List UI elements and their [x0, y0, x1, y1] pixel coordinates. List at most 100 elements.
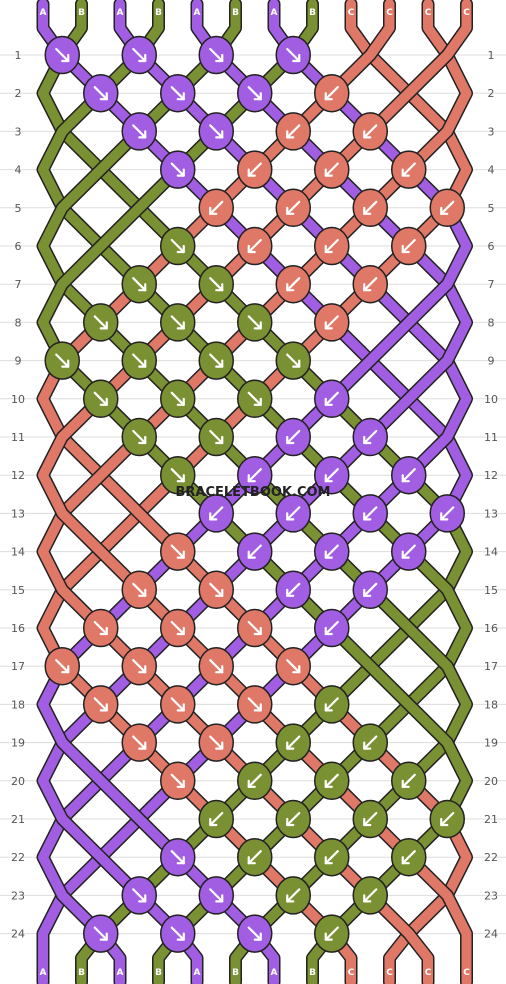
knot-arrow-icon [170, 162, 185, 177]
knot [198, 723, 234, 762]
row-label-left: 6 [15, 240, 22, 253]
knot-arrow-icon [286, 506, 301, 521]
knot-arrow-icon [324, 620, 339, 636]
row-label-left: 13 [11, 507, 25, 520]
knot [198, 264, 234, 304]
knot-arrow-icon [132, 582, 147, 597]
knot-arrow-icon [209, 47, 224, 63]
row-label-right: 13 [484, 507, 498, 520]
row-label-right: 8 [488, 316, 495, 329]
knot-arrow-icon [247, 697, 262, 712]
row-label-right: 23 [484, 889, 498, 902]
knot [275, 570, 311, 610]
knot [160, 685, 196, 724]
knot [83, 914, 119, 953]
row-label-left: 15 [11, 584, 25, 597]
knot [121, 341, 157, 380]
knot-arrow-icon [324, 162, 339, 177]
strand-2 [38, 0, 472, 984]
row-label-right: 7 [488, 278, 495, 291]
knot [160, 608, 196, 648]
knot-arrow-icon [55, 353, 70, 368]
knot [237, 837, 273, 877]
row-label-left: 19 [11, 737, 25, 750]
row-label-left: 2 [15, 87, 22, 100]
knot [121, 35, 157, 75]
knot-arrow-icon [170, 773, 185, 788]
top-strand-label: B [232, 8, 239, 18]
knot-arrow-icon [401, 850, 416, 865]
knot [160, 73, 196, 113]
knot-arrow-icon [324, 315, 339, 330]
bottom-strand-label: B [155, 968, 162, 978]
knot [198, 799, 234, 839]
row-label-right: 5 [488, 202, 495, 215]
knot [391, 150, 427, 189]
knot-arrow-icon [170, 926, 185, 941]
knot [198, 494, 234, 533]
knot [275, 341, 311, 380]
knot-arrow-icon [363, 582, 378, 597]
bottom-strand-label: C [463, 968, 470, 978]
knot [44, 646, 80, 686]
strand-8 [38, 0, 472, 984]
strand-4 [38, 0, 472, 984]
knot-arrow-icon [440, 811, 455, 827]
knot [275, 112, 311, 151]
knot-arrow-icon [93, 697, 108, 712]
knot-arrow-icon [209, 429, 224, 445]
knot-arrow-icon [363, 506, 378, 521]
knot-arrow-icon [93, 620, 108, 636]
row-label-right: 1 [488, 49, 495, 62]
row-label-left: 18 [11, 698, 25, 711]
row-label-left: 7 [15, 278, 22, 291]
row-label-left: 10 [11, 393, 25, 406]
knot-arrow-icon [209, 888, 224, 903]
knot [352, 417, 388, 457]
knot [237, 685, 273, 724]
row-label-right: 6 [488, 240, 495, 253]
top-strand-label: A [271, 8, 278, 18]
knot-arrow-icon [93, 391, 108, 406]
knot [237, 226, 273, 266]
row-label-right: 15 [484, 584, 498, 597]
knot [275, 646, 311, 686]
knot-arrow-icon [132, 353, 147, 368]
knot-arrow-icon [170, 391, 185, 406]
knot-arrow-icon [324, 697, 339, 712]
strand-7 [38, 0, 472, 984]
knot-nodes [44, 35, 465, 953]
strand-3 [38, 0, 472, 984]
knot-arrow-icon [286, 811, 301, 827]
knot [237, 303, 273, 342]
knot [352, 264, 388, 304]
knot-arrow-icon [209, 582, 224, 597]
knot-arrow-icon [324, 926, 339, 941]
knot-arrow-icon [286, 582, 301, 597]
knot [314, 837, 350, 877]
strand-11 [38, 0, 472, 984]
knot-arrow-icon [132, 47, 147, 63]
knot [237, 761, 273, 801]
knot-arrow-icon [247, 162, 262, 177]
knot [83, 303, 119, 342]
knot [314, 532, 350, 571]
knot-arrow-icon [170, 468, 185, 483]
knot-arrow-icon [55, 659, 70, 674]
row-label-right: 3 [488, 125, 495, 138]
knot [391, 226, 427, 266]
row-label-left: 4 [15, 164, 22, 177]
knot [352, 723, 388, 762]
knot-arrow-icon [286, 888, 301, 903]
knot [314, 150, 350, 189]
knot-arrow-icon [132, 659, 147, 674]
knot-arrow-icon [132, 277, 147, 292]
knot-arrow-icon [286, 47, 301, 63]
knot-arrow-icon [286, 200, 301, 215]
knot-arrow-icon [247, 926, 262, 941]
knot [275, 876, 311, 915]
row-label-left: 5 [15, 202, 22, 215]
row-label-right: 16 [484, 622, 498, 635]
bottom-strand-label: B [309, 968, 316, 978]
